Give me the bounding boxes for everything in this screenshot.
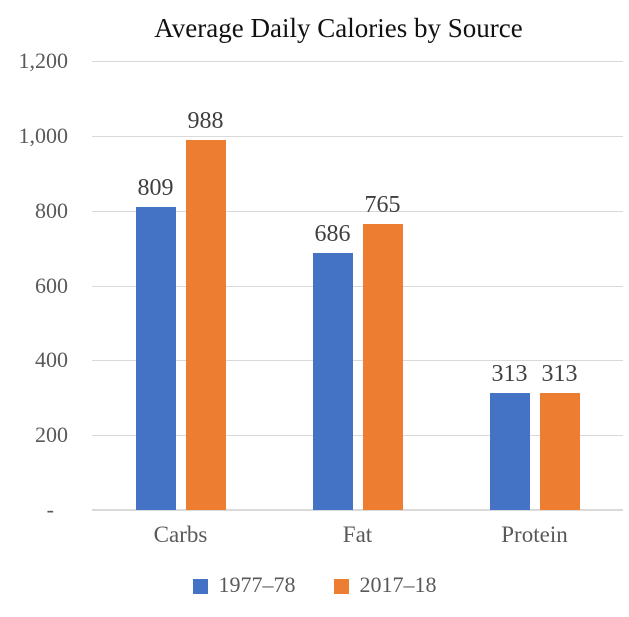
gridline [92,360,623,362]
y-axis-tick-label: 200 [35,422,68,448]
legend-label: 1977–78 [218,572,296,597]
value-label: 686 [314,221,351,248]
category-label-protein: Protein [501,522,568,547]
gridline [92,135,623,137]
value-label: 988 [187,108,224,135]
legend-swatch-icon [192,578,208,594]
y-axis-tick-label: 600 [35,272,68,298]
gridline [92,210,623,212]
y-axis-tick-label: - [46,497,54,522]
legend-swatch-icon [333,578,349,594]
gridline [92,435,623,437]
y-axis-tick-label: 800 [35,197,68,223]
x-axis-line [92,509,623,511]
gridline [92,61,623,62]
bar-protein-series1 [489,392,530,510]
bar-carbs-series1 [135,207,176,510]
bar-protein-series2 [539,392,580,510]
gridline [92,285,623,287]
value-label: 313 [541,360,578,387]
legend-item: 1977–78 [192,572,296,598]
value-label: 313 [491,360,528,387]
legend-label: 2017–18 [359,572,437,597]
chart-legend: 1977–78 2017–18 [0,572,629,598]
bar-carbs-series2 [185,140,226,510]
legend-item: 2017–18 [333,572,437,598]
category-label-fat: Fat [342,522,373,547]
chart-title: Average Daily Calories by Source [154,13,523,43]
category-label-carbs: Carbs [153,522,208,547]
bar-fat-series2 [362,223,403,510]
y-axis-tick-label: 400 [35,347,68,373]
value-label: 765 [364,191,401,218]
y-axis-tick-label: 1,200 [18,48,69,73]
bar-fat-series1 [312,253,353,510]
y-axis-tick-label: 1,000 [18,122,69,148]
value-label: 809 [137,175,174,202]
